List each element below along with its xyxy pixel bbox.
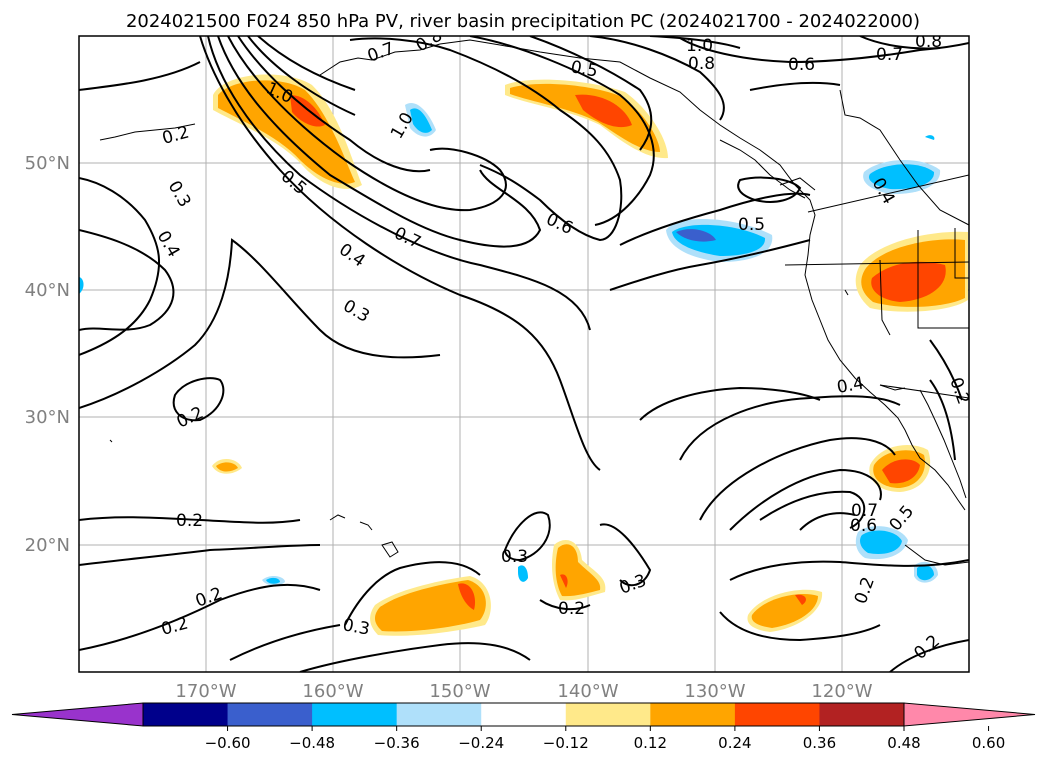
- colorbar-tick-label: 0.60: [972, 734, 1005, 752]
- colorbar-segment: [650, 703, 736, 726]
- colorbar-segment: [312, 703, 398, 726]
- colorbar-segment: [565, 703, 651, 726]
- lon-label: 150°W: [429, 681, 490, 702]
- precip-positive-shading: [212, 74, 968, 636]
- colorbar-tick-label: −0.36: [374, 734, 420, 752]
- lon-label: 130°W: [684, 681, 745, 702]
- colorbar-tick-label: 0.24: [718, 734, 751, 752]
- colorbar-tick-label: −0.12: [543, 734, 589, 752]
- svg-text:0.3: 0.3: [341, 615, 371, 639]
- svg-text:0.2: 0.2: [176, 511, 203, 531]
- figure-title: 2024021500 F024 850 hPa PV, river basin …: [126, 11, 920, 32]
- map-background: [79, 36, 969, 672]
- colorbar-segment: [227, 703, 313, 726]
- colorbar-segment: [481, 703, 567, 726]
- colorbar-tick-label: −0.48: [289, 734, 335, 752]
- colorbar-border: [142, 702, 905, 727]
- lon-label: 160°W: [302, 681, 363, 702]
- map-frame: [78, 35, 970, 673]
- svg-text:0.4: 0.4: [835, 374, 865, 398]
- colorbar-tick-labels: −0.60 −0.48 −0.36 −0.24 −0.12 0.12 0.24 0.36 0.4…: [205, 726, 1005, 752]
- colorbar-segment: [734, 703, 820, 726]
- colorbar-segment: [143, 703, 229, 726]
- svg-text:0.3: 0.3: [501, 547, 528, 567]
- svg-text:0.5: 0.5: [569, 57, 599, 81]
- colorbar-extension-high: [903, 702, 1036, 727]
- svg-text:0.2: 0.2: [558, 599, 585, 619]
- svg-text:0.7: 0.7: [876, 45, 903, 65]
- colorbar-tick-label: 0.36: [803, 734, 836, 752]
- lon-label: 120°W: [811, 681, 872, 702]
- svg-text:0.8: 0.8: [915, 32, 942, 52]
- colorbar-tick-label: 0.48: [887, 734, 920, 752]
- svg-text:0.7: 0.7: [851, 501, 878, 521]
- colorbar-segment: [819, 703, 905, 726]
- lon-label: 140°W: [557, 681, 618, 702]
- svg-text:1.0: 1.0: [686, 36, 713, 56]
- colorbar-tick-label: −0.24: [458, 734, 504, 752]
- colorbar: [11, 702, 1036, 727]
- svg-text:0.5: 0.5: [738, 215, 765, 235]
- pv-contours: [79, 36, 969, 672]
- colorbar-tick-label: 0.12: [634, 734, 667, 752]
- latitude-labels: 50°N 40°N 30°N 20°N: [25, 153, 70, 556]
- colorbar-tick-label: −0.60: [205, 734, 251, 752]
- lon-label: 170°W: [175, 681, 236, 702]
- colorbar-extension-low: [11, 702, 144, 727]
- longitude-labels: 170°W 160°W 150°W 140°W 130°W 120°W: [175, 681, 872, 702]
- gridlines: [79, 36, 969, 672]
- svg-text:0.8: 0.8: [688, 54, 715, 74]
- lat-label: 30°N: [25, 407, 70, 428]
- lat-label: 50°N: [25, 153, 70, 174]
- svg-text:0.6: 0.6: [788, 55, 815, 75]
- lat-label: 40°N: [25, 280, 70, 301]
- precip-negative-shading: [79, 102, 941, 586]
- coastlines: [99, 39, 969, 566]
- colorbar-segment: [396, 703, 482, 726]
- political-boundaries: [784, 89, 969, 399]
- lat-label: 20°N: [25, 535, 70, 556]
- svg-text:0.6: 0.6: [850, 516, 877, 536]
